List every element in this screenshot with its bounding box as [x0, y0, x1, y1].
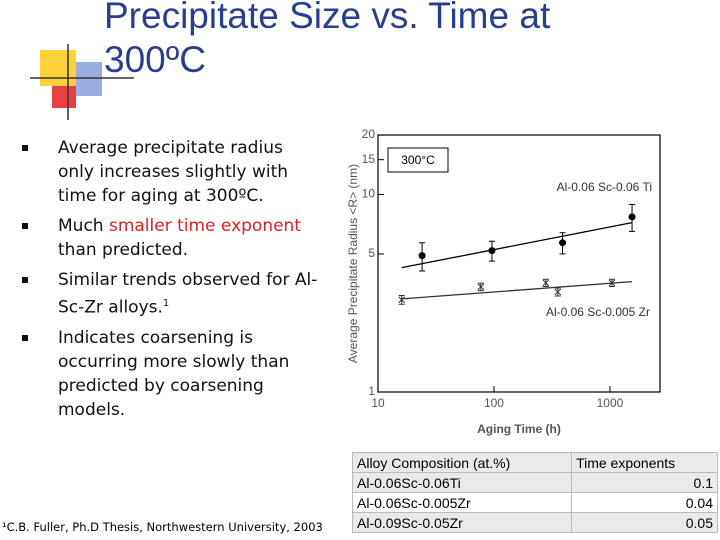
cell: 0.04	[571, 492, 718, 513]
y-tick-label: 15	[362, 152, 376, 166]
series-label: Al-0.06 Sc-0.06 Ti	[557, 180, 652, 194]
bullet-highlight: smaller time exponent	[108, 216, 301, 236]
x-tick-label: 1000	[597, 396, 624, 410]
point-group	[554, 287, 562, 297]
point	[477, 283, 485, 291]
x-axis-label: Aging Time (h)	[477, 422, 561, 436]
bullet: Similar trends observed for Al-Sc-Zr all…	[22, 268, 322, 320]
fit-line	[401, 222, 633, 269]
cell: 0.05	[571, 512, 718, 533]
bullet: Average precipitate radius only increase…	[22, 136, 322, 208]
point	[628, 213, 636, 221]
bullet: Indicates coarsening is occurring more s…	[22, 326, 322, 422]
plot-frame	[377, 134, 661, 393]
title: Precipitate Size vs. Time at 300ºC	[104, 0, 551, 80]
decoration	[30, 44, 134, 120]
point-group	[628, 203, 636, 232]
cell: Al-0.09Sc-0.05Zr	[351, 512, 573, 533]
point-group	[488, 240, 496, 262]
point-group	[542, 278, 550, 288]
series-label: Al-0.06 Sc-0.005 Zr	[546, 305, 650, 319]
table: Alloy Composition (at.%) Time exponents …	[351, 452, 718, 533]
point	[398, 296, 406, 304]
point-group	[398, 294, 406, 305]
bullet-list: Average precipitate radius only increase…	[22, 136, 322, 428]
bullet-text: Indicates coarsening is occurring more s…	[58, 327, 290, 420]
y-tick-label: 5	[368, 246, 375, 260]
fit-line	[401, 280, 633, 300]
annotation-box	[387, 147, 449, 173]
x-tick-label: 10	[371, 396, 385, 410]
point	[608, 279, 616, 287]
point-group	[418, 242, 426, 272]
point	[542, 279, 550, 287]
x-tick-label: 100	[484, 396, 504, 410]
point	[554, 288, 562, 296]
y-axis-label: Average Precipitate Radius <R> (nm)	[346, 164, 360, 363]
bullet-text: than predicted.	[58, 240, 189, 260]
point	[559, 239, 567, 247]
cell: Al-0.06Sc-0.06Ti	[351, 472, 573, 493]
footnote: ¹C.B. Fuller, Ph.D Thesis, Northwestern …	[2, 520, 323, 534]
header-cell: Alloy Composition (at.%)	[351, 452, 573, 473]
point	[418, 252, 426, 260]
cell: Al-0.06Sc-0.005Zr	[351, 492, 573, 513]
y-tick-label: 1	[368, 384, 375, 398]
y-tick-label: 20	[362, 127, 376, 141]
point-group	[559, 232, 567, 255]
header-cell: Time exponents	[571, 452, 718, 473]
annotation: 300°C	[401, 153, 435, 167]
bullet-text: Much	[58, 216, 109, 236]
point	[488, 247, 496, 255]
bullet-text: Average precipitate radius only increase…	[58, 138, 289, 206]
y-tick-label: 10	[362, 187, 376, 201]
cell: 0.1	[571, 472, 718, 493]
point-group	[477, 282, 485, 292]
bullet: Much smaller time exponent than predicte…	[22, 214, 322, 262]
bullet-text: Similar trends observed for Al-Sc-Zr all…	[58, 270, 318, 318]
footnote-ref: 1	[162, 298, 170, 309]
point-group	[608, 278, 616, 288]
